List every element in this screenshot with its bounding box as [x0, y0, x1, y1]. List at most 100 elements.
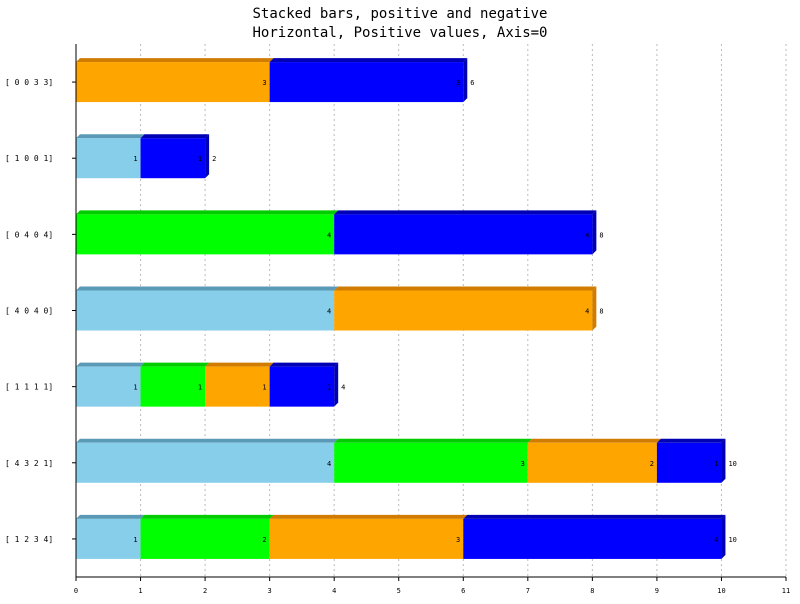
segment-label-1-3: 1 — [714, 460, 718, 468]
segment-label-2-2: 1 — [262, 384, 266, 392]
bar-segment-0-1 — [140, 518, 270, 559]
x-tick-label-8: 8 — [590, 587, 594, 595]
bar-segment-0-0 — [76, 518, 141, 559]
labels: 1 2 3 4 10[ 1 2 3 4]4 3 2 1 10[ 4 3 2 1]1 1 1 1 4[ 1… — [5, 78, 790, 595]
segment-label-5-3: 1 — [198, 155, 202, 163]
bar-top-0-0 — [76, 514, 145, 519]
segment-label-3-0: 4 — [327, 308, 331, 316]
bar-top-6-3 — [269, 58, 468, 63]
total-label-5: 2 — [212, 155, 216, 163]
segment-label-3-2: 4 — [585, 308, 589, 316]
bar-side-4 — [592, 210, 597, 255]
segment-label-0-0: 1 — [133, 536, 137, 544]
bar-top-1-1 — [334, 438, 532, 443]
x-tick-label-6: 6 — [461, 587, 465, 595]
bar-top-2-0 — [76, 362, 145, 367]
x-tick-label-9: 9 — [655, 587, 659, 595]
bar-segment-5-3 — [140, 138, 206, 179]
x-tick-label-7: 7 — [526, 587, 530, 595]
total-label-4: 8 — [599, 231, 603, 239]
segment-label-1-0: 4 — [327, 460, 331, 468]
segment-label-1-2: 2 — [650, 460, 654, 468]
bar-top-0-2 — [269, 514, 468, 519]
x-tick-label-4: 4 — [332, 587, 336, 595]
segment-label-0-2: 3 — [456, 536, 460, 544]
bar-segment-6-2 — [76, 62, 270, 103]
total-label-0: 10 — [728, 536, 736, 544]
x-tick-label-11: 11 — [782, 587, 790, 595]
bar-segment-4-1 — [76, 214, 335, 255]
category-label-5: [ 1 0 0 1] — [5, 154, 53, 163]
chart-subtitle: Horizontal, Positive values, Axis=0 — [252, 25, 547, 41]
category-label-3: [ 4 0 4 0] — [5, 307, 53, 316]
bar-segment-6-3 — [269, 62, 464, 103]
bar-segment-0-2 — [269, 518, 464, 559]
bar-top-4-1 — [76, 210, 339, 215]
bar-side-0 — [721, 514, 726, 559]
bar-segment-1-0 — [76, 442, 335, 483]
segment-label-6-3: 3 — [456, 79, 460, 87]
bar-segment-1-3 — [656, 442, 722, 483]
total-label-3: 8 — [599, 308, 603, 316]
bar-side-5 — [205, 134, 210, 179]
bar-side-6 — [463, 58, 468, 103]
segment-label-6-2: 3 — [262, 79, 266, 87]
bar-top-2-2 — [205, 362, 274, 367]
bar-side-3 — [592, 286, 597, 331]
bar-top-5-3 — [140, 134, 210, 139]
x-tick-label-3: 3 — [268, 587, 272, 595]
bar-top-4-3 — [334, 210, 597, 215]
segment-label-1-1: 3 — [521, 460, 525, 468]
segment-label-5-0: 1 — [133, 155, 137, 163]
segment-label-2-1: 1 — [198, 384, 202, 392]
bar-segment-5-0 — [76, 138, 141, 179]
axes — [72, 44, 787, 581]
bar-top-3-2 — [334, 286, 597, 291]
bar-top-1-3 — [656, 438, 726, 443]
bar-top-0-1 — [140, 514, 274, 519]
x-tick-label-1: 1 — [138, 587, 142, 595]
bar-segment-2-1 — [140, 366, 206, 407]
bar-segment-4-3 — [334, 214, 593, 255]
bar-side-2 — [334, 362, 339, 407]
bar-segment-0-3 — [463, 518, 722, 559]
category-label-0: [ 1 2 3 4] — [5, 535, 53, 544]
bar-segment-2-2 — [205, 366, 270, 407]
category-label-6: [ 0 0 3 3] — [5, 78, 53, 87]
segment-label-0-3: 4 — [714, 536, 718, 544]
bar-side-1 — [721, 438, 726, 483]
x-tick-label-10: 10 — [717, 587, 725, 595]
segment-label-0-1: 2 — [262, 536, 266, 544]
category-label-2: [ 1 1 1 1] — [5, 383, 53, 392]
bar-top-1-2 — [527, 438, 661, 443]
total-label-1: 10 — [728, 460, 736, 468]
bar-top-3-0 — [76, 286, 339, 291]
bar-top-2-1 — [140, 362, 210, 367]
segment-label-4-3: 4 — [585, 231, 589, 239]
bar-segment-2-3 — [269, 366, 335, 407]
x-tick-label-2: 2 — [203, 587, 207, 595]
bar-top-1-0 — [76, 438, 339, 443]
x-tick-label-0: 0 — [74, 587, 78, 595]
segment-label-2-0: 1 — [133, 384, 137, 392]
segment-label-4-1: 4 — [327, 231, 331, 239]
bar-segment-3-2 — [334, 290, 593, 331]
bars — [76, 58, 726, 559]
bar-segment-3-0 — [76, 290, 335, 331]
x-tick-label-5: 5 — [397, 587, 401, 595]
bar-top-2-3 — [269, 362, 339, 367]
bar-top-0-3 — [463, 514, 726, 519]
bar-segment-1-1 — [334, 442, 528, 483]
chart-title: Stacked bars, positive and negative — [252, 6, 547, 22]
bar-top-6-2 — [76, 58, 274, 63]
bar-segment-2-0 — [76, 366, 141, 407]
category-label-1: [ 4 3 2 1] — [5, 459, 53, 468]
bar-top-5-0 — [76, 134, 145, 139]
bar-segment-1-2 — [527, 442, 657, 483]
total-label-2: 4 — [341, 384, 345, 392]
total-label-6: 6 — [470, 79, 474, 87]
category-label-4: [ 0 4 0 4] — [5, 230, 53, 239]
segment-label-2-3: 1 — [327, 384, 331, 392]
